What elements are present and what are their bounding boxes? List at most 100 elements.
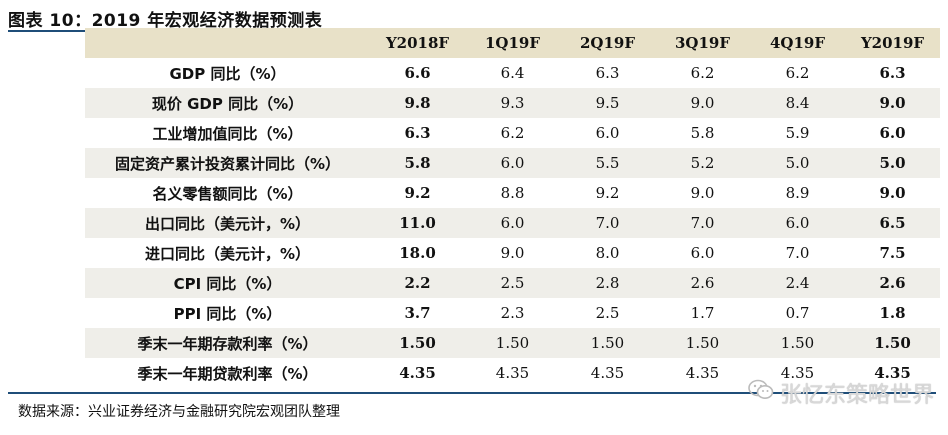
table-cell: 9.0 xyxy=(845,88,940,118)
row-label: 季末一年期贷款利率（%） xyxy=(85,358,370,388)
table-cell: 6.6 xyxy=(370,58,465,88)
table-cell: 2.2 xyxy=(370,268,465,298)
table-row: 工业增加值同比（%） 6.3 6.2 6.0 5.8 5.9 6.0 xyxy=(85,118,940,148)
table-cell: 9.0 xyxy=(465,238,560,268)
table-row: 进口同比（美元计，%） 18.0 9.0 8.0 6.0 7.0 7.5 xyxy=(85,238,940,268)
table-row: 出口同比（美元计，%） 11.0 6.0 7.0 7.0 6.0 6.5 xyxy=(85,208,940,238)
table-cell: 3.7 xyxy=(370,298,465,328)
table-row: 名义零售额同比（%） 9.2 8.8 9.2 9.0 8.9 9.0 xyxy=(85,178,940,208)
table-cell: 9.2 xyxy=(560,178,655,208)
figure-title: 图表 10：2019 年宏观经济数据预测表 xyxy=(8,11,323,31)
table-cell: 1.50 xyxy=(845,328,940,358)
table-cell: 2.3 xyxy=(465,298,560,328)
table-row: 季末一年期贷款利率（%） 4.35 4.35 4.35 4.35 4.35 4.35 xyxy=(85,358,940,388)
table-header-row: Y2018F 1Q19F 2Q19F 3Q19F 4Q19F Y2019F xyxy=(85,28,940,58)
forecast-table: Y2018F 1Q19F 2Q19F 3Q19F 4Q19F Y2019F GD… xyxy=(85,28,940,388)
watermark: 张忆东策略世界 xyxy=(748,377,934,409)
table-cell: 6.0 xyxy=(750,208,845,238)
column-header xyxy=(85,28,370,58)
table-cell: 1.50 xyxy=(370,328,465,358)
row-label: GDP 同比（%） xyxy=(85,58,370,88)
table-cell: 7.0 xyxy=(750,238,845,268)
table-cell: 11.0 xyxy=(370,208,465,238)
column-header: 2Q19F xyxy=(560,28,655,58)
table-cell: 9.0 xyxy=(655,88,750,118)
table-row: PPI 同比（%） 3.7 2.3 2.5 1.7 0.7 1.8 xyxy=(85,298,940,328)
table-cell: 6.2 xyxy=(655,58,750,88)
table-cell: 5.8 xyxy=(370,148,465,178)
table-cell: 2.6 xyxy=(655,268,750,298)
table-cell: 9.2 xyxy=(370,178,465,208)
table-cell: 6.0 xyxy=(655,238,750,268)
table-cell: 2.5 xyxy=(465,268,560,298)
row-label: 固定资产累计投资累计同比（%） xyxy=(85,148,370,178)
row-label: 季末一年期存款利率（%） xyxy=(85,328,370,358)
table-cell: 5.2 xyxy=(655,148,750,178)
row-label: 出口同比（美元计，%） xyxy=(85,208,370,238)
watermark-text: 张忆东策略世界 xyxy=(779,383,934,408)
table-cell: 8.0 xyxy=(560,238,655,268)
row-label: 现价 GDP 同比（%） xyxy=(85,88,370,118)
table-cell: 5.8 xyxy=(655,118,750,148)
table-cell: 2.5 xyxy=(560,298,655,328)
table-cell: 1.50 xyxy=(560,328,655,358)
table-cell: 6.0 xyxy=(560,118,655,148)
row-label: 进口同比（美元计，%） xyxy=(85,238,370,268)
column-header: 4Q19F xyxy=(750,28,845,58)
table-cell: 5.0 xyxy=(750,148,845,178)
table-row: 现价 GDP 同比（%） 9.8 9.3 9.5 9.0 8.4 9.0 xyxy=(85,88,940,118)
table-cell: 5.0 xyxy=(845,148,940,178)
table-cell: 6.3 xyxy=(845,58,940,88)
table-cell: 5.5 xyxy=(560,148,655,178)
table-cell: 8.8 xyxy=(465,178,560,208)
table-cell: 2.6 xyxy=(845,268,940,298)
table-cell: 4.35 xyxy=(370,358,465,388)
table-cell: 1.50 xyxy=(655,328,750,358)
column-header: Y2018F xyxy=(370,28,465,58)
table-cell: 1.50 xyxy=(465,328,560,358)
table-cell: 4.35 xyxy=(465,358,560,388)
table-cell: 5.9 xyxy=(750,118,845,148)
table-row: 固定资产累计投资累计同比（%） 5.8 6.0 5.5 5.2 5.0 5.0 xyxy=(85,148,940,178)
table-cell: 8.9 xyxy=(750,178,845,208)
wechat-icon xyxy=(748,379,774,407)
table-cell: 7.0 xyxy=(655,208,750,238)
source-divider xyxy=(8,392,936,394)
table-cell: 6.3 xyxy=(560,58,655,88)
row-label: CPI 同比（%） xyxy=(85,268,370,298)
table-cell: 6.0 xyxy=(465,148,560,178)
table-row: CPI 同比（%） 2.2 2.5 2.8 2.6 2.4 2.6 xyxy=(85,268,940,298)
column-header: Y2019F xyxy=(845,28,940,58)
row-label: 工业增加值同比（%） xyxy=(85,118,370,148)
table-cell: 4.35 xyxy=(845,358,940,388)
table-cell: 1.7 xyxy=(655,298,750,328)
table-cell: 9.5 xyxy=(560,88,655,118)
table-row: 季末一年期存款利率（%） 1.50 1.50 1.50 1.50 1.50 1.50 xyxy=(85,328,940,358)
table-cell: 4.35 xyxy=(560,358,655,388)
table-cell: 6.2 xyxy=(465,118,560,148)
table-cell: 4.35 xyxy=(655,358,750,388)
table-cell: 6.0 xyxy=(465,208,560,238)
table-cell: 9.0 xyxy=(655,178,750,208)
source-note: 数据来源：兴业证券经济与金融研究院宏观团队整理 xyxy=(18,404,340,420)
table-cell: 9.0 xyxy=(845,178,940,208)
column-header: 1Q19F xyxy=(465,28,560,58)
table-cell: 7.5 xyxy=(845,238,940,268)
table-cell: 4.35 xyxy=(750,358,845,388)
table-cell: 6.3 xyxy=(370,118,465,148)
column-header: 3Q19F xyxy=(655,28,750,58)
row-label: PPI 同比（%） xyxy=(85,298,370,328)
table-cell: 6.5 xyxy=(845,208,940,238)
table-cell: 1.8 xyxy=(845,298,940,328)
table-cell: 9.3 xyxy=(465,88,560,118)
table-cell: 8.4 xyxy=(750,88,845,118)
table-cell: 0.7 xyxy=(750,298,845,328)
table-cell: 6.2 xyxy=(750,58,845,88)
table-cell: 6.4 xyxy=(465,58,560,88)
table-cell: 18.0 xyxy=(370,238,465,268)
row-label: 名义零售额同比（%） xyxy=(85,178,370,208)
table-cell: 6.0 xyxy=(845,118,940,148)
table-cell: 7.0 xyxy=(560,208,655,238)
table-cell: 1.50 xyxy=(750,328,845,358)
table-row: GDP 同比（%） 6.6 6.4 6.3 6.2 6.2 6.3 xyxy=(85,58,940,88)
